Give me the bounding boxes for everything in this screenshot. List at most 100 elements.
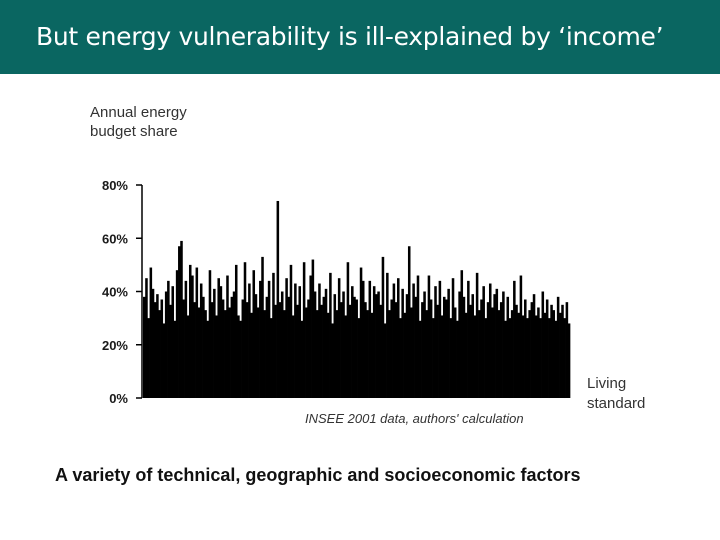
- bar: [438, 280, 442, 398]
- bar: [510, 310, 514, 398]
- bar: [250, 312, 253, 398]
- bar: [243, 262, 247, 398]
- bar: [559, 312, 562, 398]
- bar: [151, 288, 155, 398]
- bar: [506, 296, 510, 398]
- bar: [169, 304, 172, 398]
- bar: [482, 286, 485, 398]
- bar: [210, 302, 214, 398]
- bar: [199, 283, 203, 398]
- bar: [381, 256, 385, 398]
- y-axis-label-line-1: Annual energy: [90, 104, 187, 121]
- bar: [217, 278, 220, 398]
- bar: [401, 288, 404, 398]
- bar: [357, 318, 361, 399]
- bar: [392, 283, 396, 398]
- bar: [272, 272, 275, 398]
- bar: [193, 302, 196, 398]
- bar: [561, 304, 564, 398]
- bar: [342, 291, 345, 398]
- bar: [368, 280, 372, 398]
- bar: [372, 286, 376, 398]
- bar: [206, 320, 210, 398]
- bar: [361, 280, 365, 398]
- bar: [245, 302, 249, 398]
- bar: [160, 299, 164, 398]
- bar: [370, 312, 374, 398]
- bar: [524, 299, 527, 398]
- bar: [331, 323, 334, 398]
- bar: [259, 280, 262, 398]
- bar: [480, 299, 483, 398]
- bar: [429, 299, 433, 398]
- bar: [449, 318, 453, 399]
- bar: [294, 283, 297, 398]
- bar: [204, 310, 207, 398]
- bar: [508, 318, 512, 399]
- bar: [256, 307, 260, 398]
- bar: [311, 259, 315, 398]
- bar: [366, 310, 369, 398]
- bar: [375, 294, 378, 398]
- bar: [491, 307, 494, 398]
- bar: [248, 283, 251, 398]
- bar: [221, 299, 225, 398]
- bar: [274, 304, 277, 398]
- bar: [434, 286, 437, 398]
- bar: [226, 275, 229, 398]
- bar: [195, 267, 199, 398]
- bar: [162, 323, 166, 398]
- bar: [186, 315, 190, 398]
- bar: [414, 296, 418, 398]
- bar: [397, 278, 400, 398]
- bar: [300, 320, 304, 398]
- bar: [182, 299, 185, 398]
- y-tick-label: 60%: [102, 231, 128, 246]
- bar: [407, 246, 411, 398]
- bar: [305, 307, 308, 398]
- bar: [333, 294, 337, 398]
- bar: [252, 270, 256, 398]
- bar: [307, 299, 310, 398]
- bar: [164, 291, 168, 398]
- bar: [149, 267, 153, 398]
- bar: [526, 318, 529, 399]
- bar: [539, 318, 542, 399]
- bar: [460, 270, 464, 398]
- bar: [517, 312, 520, 398]
- bar: [280, 291, 284, 398]
- bar: [309, 275, 312, 398]
- bar: [440, 315, 444, 398]
- bar: [175, 270, 179, 398]
- bar: [228, 307, 231, 398]
- bar: [254, 294, 258, 398]
- bar: [484, 318, 488, 399]
- bar: [326, 312, 330, 398]
- bar: [469, 304, 472, 398]
- bar: [502, 291, 505, 398]
- bar: [532, 294, 536, 398]
- bar: [359, 267, 363, 398]
- bar: [504, 320, 507, 398]
- bar: [423, 291, 426, 398]
- bar: [556, 296, 560, 398]
- bar: [478, 310, 481, 398]
- bar: [495, 288, 499, 398]
- bar: [298, 286, 302, 398]
- bar: [241, 299, 245, 398]
- bar: [302, 262, 306, 398]
- bar: [153, 302, 157, 398]
- bar: [337, 278, 341, 398]
- bar: [554, 320, 558, 398]
- bar: [447, 288, 450, 398]
- bar: [379, 304, 383, 398]
- bar: [412, 283, 415, 398]
- bar: [318, 283, 321, 398]
- bar: [399, 318, 402, 399]
- bar: [499, 302, 503, 398]
- bar: [486, 302, 490, 398]
- bar: [156, 294, 159, 398]
- bar: [215, 315, 218, 398]
- conclusion-text: A variety of technical, geographic and s…: [55, 465, 581, 485]
